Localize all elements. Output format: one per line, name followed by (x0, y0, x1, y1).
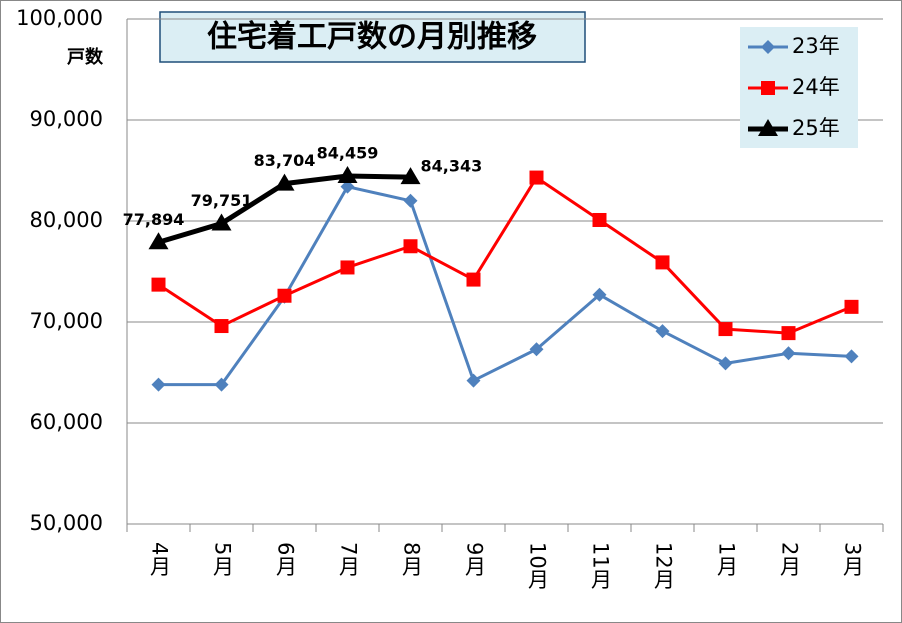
y-tick-label: 100,000 (16, 6, 103, 30)
point (337, 165, 358, 183)
point (529, 170, 544, 185)
x-tick-label: 11月 (589, 542, 613, 590)
point (718, 356, 733, 371)
title-box (159, 11, 586, 63)
point (151, 277, 166, 292)
data-label: 84,459 (317, 143, 379, 162)
x-tick-label: 4月 (148, 542, 172, 577)
point (781, 326, 796, 341)
data-label: 77,894 (123, 210, 185, 229)
y-tick-label: 50,000 (30, 511, 103, 535)
point (781, 346, 796, 361)
point (529, 342, 544, 357)
x-tick-label: 12月 (652, 542, 676, 590)
y-tick-label: 90,000 (30, 107, 103, 131)
chart-title: 住宅着工戸数の月別推移 (207, 20, 537, 55)
y-tick-label: 80,000 (30, 208, 103, 232)
x-tick-label: 9月 (463, 542, 487, 577)
point (340, 179, 355, 194)
point (211, 213, 232, 231)
point (403, 239, 418, 254)
x-tick-label: 8月 (400, 542, 424, 577)
point (655, 255, 670, 270)
x-tick-label: 1月 (715, 542, 739, 577)
legend-label: 25年 (792, 116, 840, 140)
x-tick-label: 6月 (274, 542, 298, 577)
data-label: 83,704 (254, 151, 316, 170)
point (466, 272, 481, 287)
point (592, 212, 607, 227)
data-label: 79,751 (191, 191, 253, 210)
point (148, 232, 169, 250)
x-tick-label: 2月 (778, 542, 802, 577)
point (761, 40, 775, 54)
point (655, 324, 670, 339)
series-line (157, 176, 853, 335)
x-tick-label: 7月 (337, 542, 361, 577)
point (761, 81, 775, 95)
point (277, 288, 292, 303)
y-axis-label: 戸数 (67, 46, 104, 68)
x-tick-label: 3月 (841, 542, 865, 577)
point (403, 193, 418, 208)
series-line (158, 185, 852, 387)
x-tick-label: 5月 (211, 542, 235, 577)
point (758, 119, 778, 136)
y-tick-label: 60,000 (30, 410, 103, 434)
point (400, 167, 421, 185)
legend-label: 23年 (792, 34, 840, 58)
point (466, 373, 481, 388)
point (592, 287, 607, 302)
point (844, 299, 859, 314)
point (214, 319, 229, 334)
point (151, 377, 166, 392)
point (214, 377, 229, 392)
x-tick-label: 10月 (526, 542, 550, 590)
point (274, 173, 295, 191)
y-tick-label: 70,000 (30, 309, 103, 333)
legend-label: 24年 (792, 75, 840, 99)
data-label: 84,343 (421, 157, 483, 176)
point (718, 322, 733, 337)
point (340, 260, 355, 275)
point (844, 349, 859, 364)
